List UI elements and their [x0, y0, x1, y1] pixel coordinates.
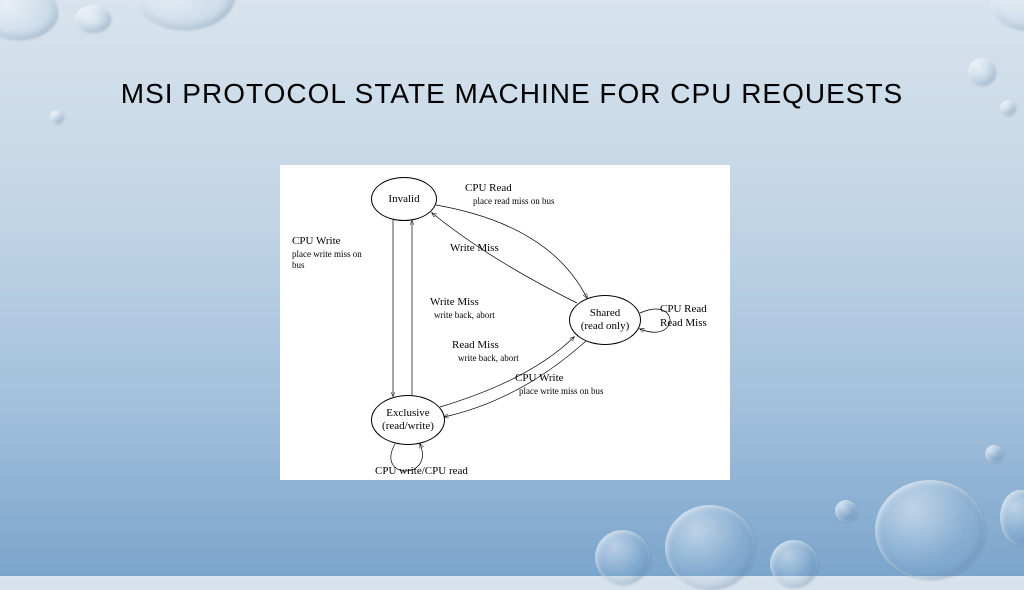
- water-drop-decoration: [50, 110, 64, 124]
- edge-label-shared-self: CPU Read Read Miss: [660, 303, 707, 331]
- edge-label-exclusive-invalid: Write Miss write back, abort: [430, 296, 495, 321]
- water-drop-decoration: [835, 500, 857, 522]
- state-label: Invalid: [388, 193, 419, 206]
- edge-label-invalid-shared: CPU Read place read miss on bus: [465, 182, 554, 207]
- water-drop-decoration: [770, 540, 818, 588]
- water-drop-decoration: [595, 530, 650, 585]
- water-drop-decoration: [665, 505, 755, 590]
- state-invalid: Invalid: [371, 177, 437, 221]
- water-drop-decoration: [75, 5, 111, 33]
- edge-label-shared-invalid: Write Miss: [450, 242, 499, 256]
- edge-label-shared-exclusive: CPU Write place write miss on bus: [515, 372, 604, 397]
- state-exclusive: Exclusive (read/write): [371, 395, 445, 445]
- water-drop-decoration: [968, 58, 996, 86]
- state-label: Exclusive: [386, 407, 429, 420]
- edge-label-invalid-exclusive: CPU Write place write miss on bus: [292, 235, 362, 271]
- water-drop-decoration: [985, 445, 1003, 463]
- edge-label-exclusive-self: CPU write/CPU read: [375, 465, 468, 479]
- state-label: Shared: [590, 307, 621, 320]
- water-drop-decoration: [1000, 490, 1024, 545]
- edge-label-exclusive-shared: Read Miss write back, abort: [452, 339, 519, 364]
- water-drop-decoration: [1000, 100, 1016, 116]
- water-drop-decoration: [875, 480, 985, 580]
- state-machine-diagram: Invalid Shared (read only) Exclusive (re…: [280, 165, 730, 480]
- state-sublabel: (read only): [581, 320, 630, 333]
- state-sublabel: (read/write): [382, 420, 434, 433]
- state-shared: Shared (read only): [569, 295, 641, 345]
